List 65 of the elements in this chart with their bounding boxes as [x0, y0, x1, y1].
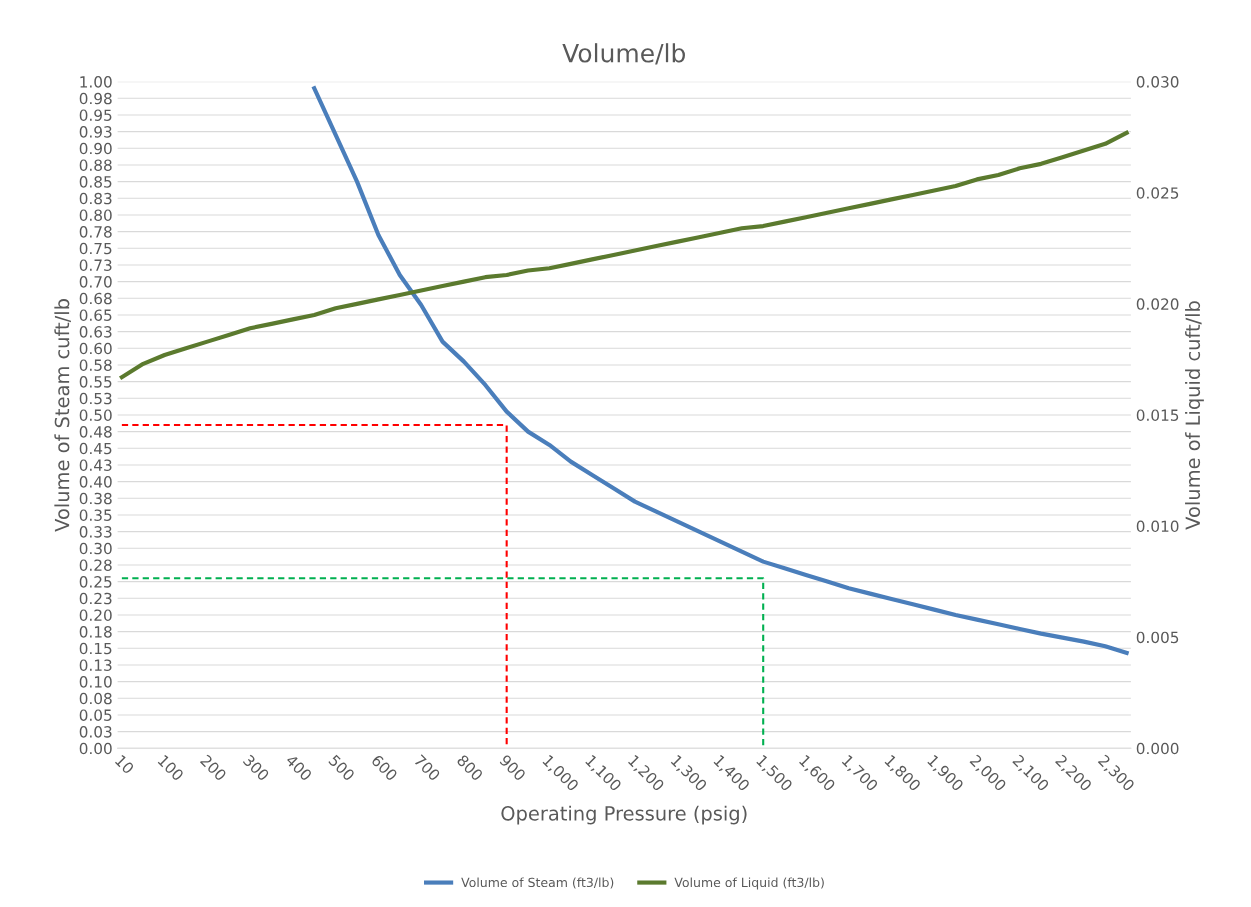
- y2-tick-label: 0.010: [1136, 520, 1179, 533]
- x-tick-label: 500: [328, 754, 356, 782]
- y-tick-label: 0.70: [79, 276, 112, 288]
- y-tick-label: 0.08: [79, 692, 112, 705]
- y-tick-label: 0.83: [79, 192, 112, 205]
- y-tick-label: 0.75: [79, 242, 112, 255]
- y2-tick-label: 0.005: [1136, 631, 1179, 644]
- y-tick-label: 0.15: [79, 642, 112, 655]
- y2-tick-label: 0.025: [1136, 187, 1179, 199]
- line-series: [312, 86, 1129, 656]
- y-tick-label: 0.13: [79, 659, 112, 671]
- y2-axis-title: Volume of Liquid cuft/lb: [1185, 301, 1204, 530]
- x-tick-label: 900: [498, 754, 527, 782]
- y-tick-label: 0.63: [79, 326, 112, 338]
- y-tick-label: 0.50: [79, 409, 112, 421]
- y-tick-label: 0.05: [79, 709, 112, 721]
- chart-title: Volume/lb: [562, 43, 685, 65]
- legend-label: Volume of Liquid (ft3/lb): [674, 877, 824, 890]
- y2-tick-label: 0.020: [1136, 298, 1179, 310]
- y2-tick-label: 0.000: [1136, 742, 1179, 755]
- y-tick-label: 0.48: [79, 426, 112, 438]
- y-tick-label: 0.93: [79, 126, 112, 138]
- y-tick-label: 0.20: [79, 609, 112, 621]
- y-tick-label: 0.68: [79, 292, 112, 305]
- y-tick-label: 0.28: [79, 559, 112, 571]
- y2-tick-label: 0.015: [1136, 409, 1179, 421]
- y-tick-label: 0.43: [79, 459, 112, 471]
- y-tick-label: 0.30: [79, 542, 112, 555]
- y-tick-label: 0.80: [79, 209, 112, 221]
- y-tick-label: 1.00: [80, 76, 112, 88]
- y-tick-label: 0.95: [79, 109, 112, 121]
- y-tick-label: 0.98: [79, 92, 112, 105]
- y-tick-label: 0.60: [79, 342, 112, 355]
- y-tick-label: 0.25: [79, 576, 112, 588]
- y-tick-label: 0.23: [79, 592, 112, 605]
- line-series: [119, 130, 1129, 380]
- y-tick-label: 0.35: [79, 509, 112, 521]
- y-tick-label: 0.18: [79, 626, 112, 638]
- x-tick-label: 600: [370, 754, 399, 782]
- y2-tick-label: 0.030: [1136, 76, 1179, 88]
- y-tick-label: 0.58: [79, 359, 112, 371]
- y-tick-label: 0.10: [79, 676, 112, 688]
- y-tick-label: 0.73: [79, 259, 112, 271]
- x-tick-label: 800: [456, 754, 484, 782]
- y-tick-label: 0.85: [79, 176, 112, 188]
- y-tick-label: 0.03: [79, 726, 112, 738]
- legend-label: Volume of Steam (ft3/lb): [461, 877, 614, 889]
- y-axis-title: Volume of Steam cuft/lb: [54, 299, 71, 532]
- x-tick-label: 300: [242, 754, 270, 782]
- y-tick-label: 0.90: [79, 142, 112, 155]
- x-axis-title: Operating Pressure (psig): [501, 805, 747, 825]
- y-tick-label: 0.40: [79, 476, 112, 488]
- y-tick-label: 0.88: [79, 159, 112, 171]
- y-tick-label: 0.78: [79, 226, 112, 238]
- y-tick-label: 0.55: [79, 376, 112, 388]
- x-tick-label: 100: [157, 754, 185, 782]
- y-tick-label: 0.65: [79, 309, 112, 321]
- y-tick-label: 0.33: [79, 526, 112, 538]
- y-tick-label: 0.00: [79, 742, 112, 755]
- x-tick-label: 200: [199, 754, 228, 782]
- y-tick-label: 0.53: [79, 392, 112, 405]
- x-tick-label: 400: [285, 753, 313, 782]
- x-tick-label: 10: [114, 754, 135, 775]
- y-tick-label: 0.38: [79, 492, 112, 505]
- y-tick-label: 0.45: [79, 442, 112, 455]
